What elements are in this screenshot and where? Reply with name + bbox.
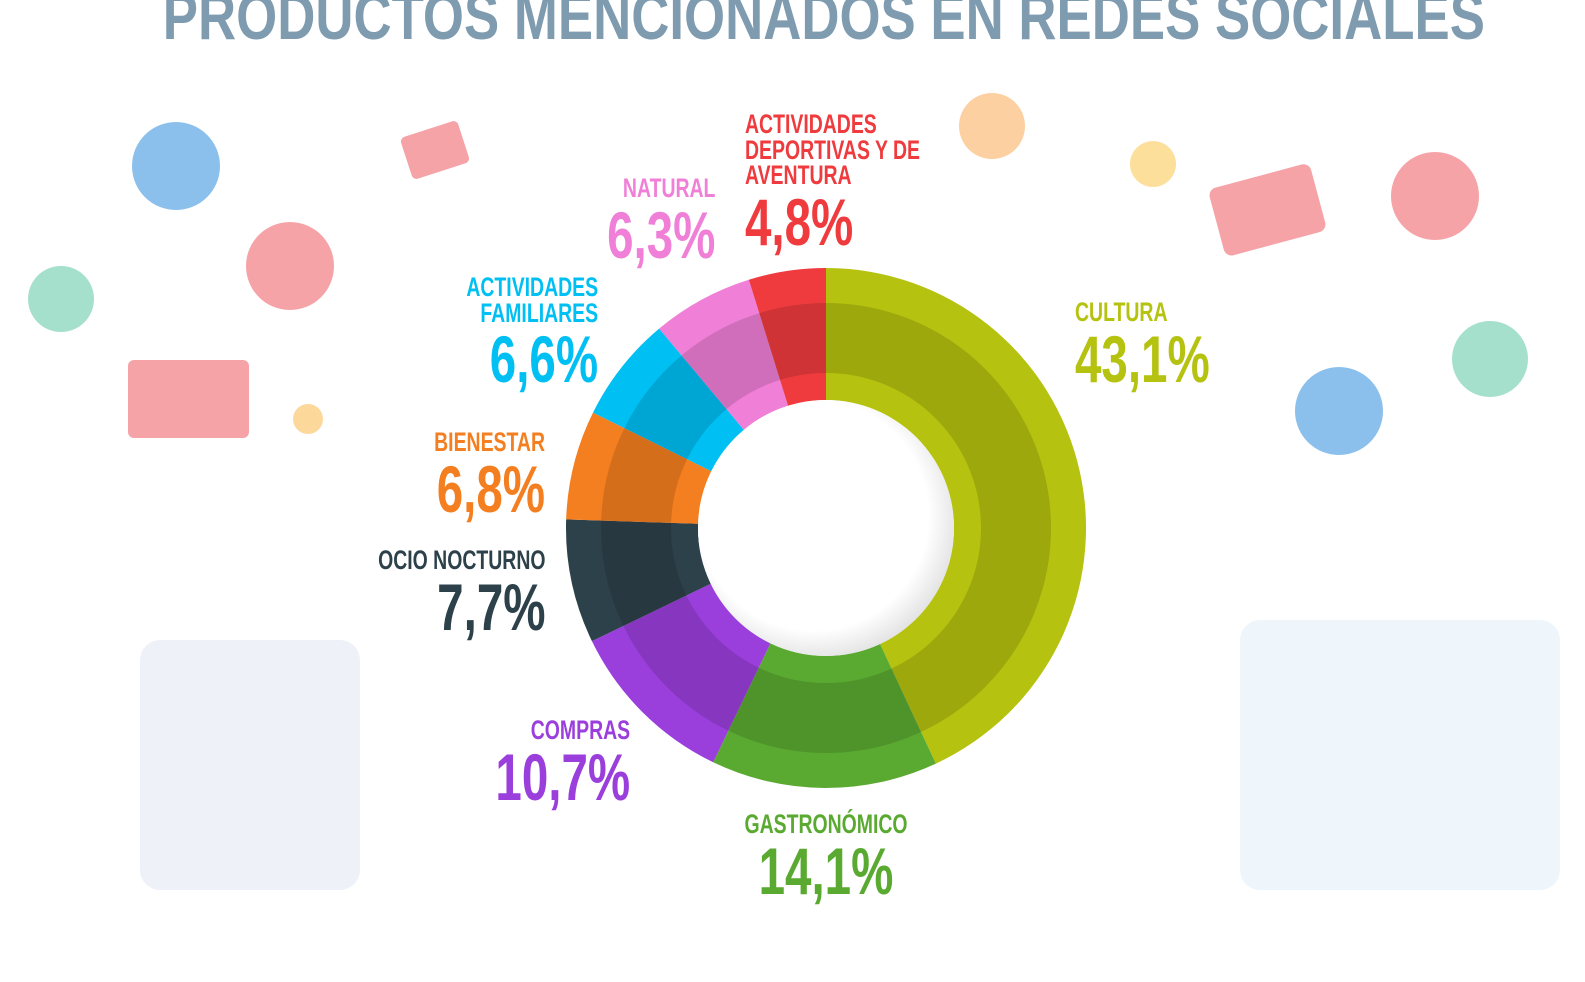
category-label: GASTRONÓMICO [744, 809, 908, 839]
icon [1391, 152, 1479, 240]
category-label: BIENESTAR [434, 427, 545, 457]
chart-title: PRODUCTOS MENCIONADOS EN REDES SOCIALES [162, 0, 1485, 53]
icon [293, 404, 323, 434]
value-label: 10,7% [495, 739, 630, 814]
segment-label: ACTIVIDADES FAMILIARES 6,6% [428, 272, 598, 397]
icon [959, 93, 1025, 159]
donut-segment [826, 268, 1086, 764]
value-label: 14,1% [758, 833, 894, 908]
donut-segment [713, 643, 936, 788]
value-label: 43,1% [1075, 321, 1210, 396]
donut-segment [748, 268, 826, 406]
category-label: OCIO NOCTURNO [377, 545, 545, 575]
illustration [140, 640, 360, 890]
segment-label: CULTURA 43,1% [1075, 297, 1210, 396]
icon [400, 121, 470, 179]
donut-segment [593, 328, 744, 472]
category-label: CULTURA [1075, 297, 1168, 327]
icon [246, 222, 334, 310]
icon [28, 266, 94, 332]
decorations [28, 93, 1560, 890]
category-label: ACTIVIDADES DEPORTIVAS Y DE AVENTURA [745, 109, 921, 191]
value-label: 6,6% [489, 322, 598, 397]
category-label: NATURAL [622, 173, 715, 203]
value-label: 4,8% [745, 184, 854, 259]
donut-segment [659, 279, 789, 430]
value-label: 6,3% [606, 197, 715, 272]
icon [128, 360, 249, 438]
segment-label: COMPRAS 10,7% [495, 715, 630, 814]
value-label: 7,7% [436, 569, 545, 644]
donut-segment [566, 412, 712, 524]
segment-label: BIENESTAR 6,8% [434, 427, 545, 526]
icon [1452, 321, 1528, 397]
icon [1209, 164, 1326, 256]
category-label: ACTIVIDADES FAMILIARES [466, 272, 598, 328]
icon [1295, 367, 1383, 455]
segment-label: ACTIVIDADES DEPORTIVAS Y DE AVENTURA 4,8% [745, 109, 935, 259]
segment-label: OCIO NOCTURNO 7,7% [377, 545, 545, 644]
donut-segment [591, 583, 771, 763]
donut-shade [601, 303, 1051, 753]
illustration [1240, 620, 1560, 890]
donut-segment [566, 519, 711, 642]
segment-label: GASTRONÓMICO 14,1% [744, 809, 908, 908]
donut-hole [698, 400, 954, 656]
category-label: COMPRAS [530, 715, 630, 745]
segment-label: NATURAL 6,3% [606, 173, 715, 272]
value-label: 6,8% [436, 451, 545, 526]
icon [1130, 141, 1176, 187]
icon [132, 122, 220, 210]
